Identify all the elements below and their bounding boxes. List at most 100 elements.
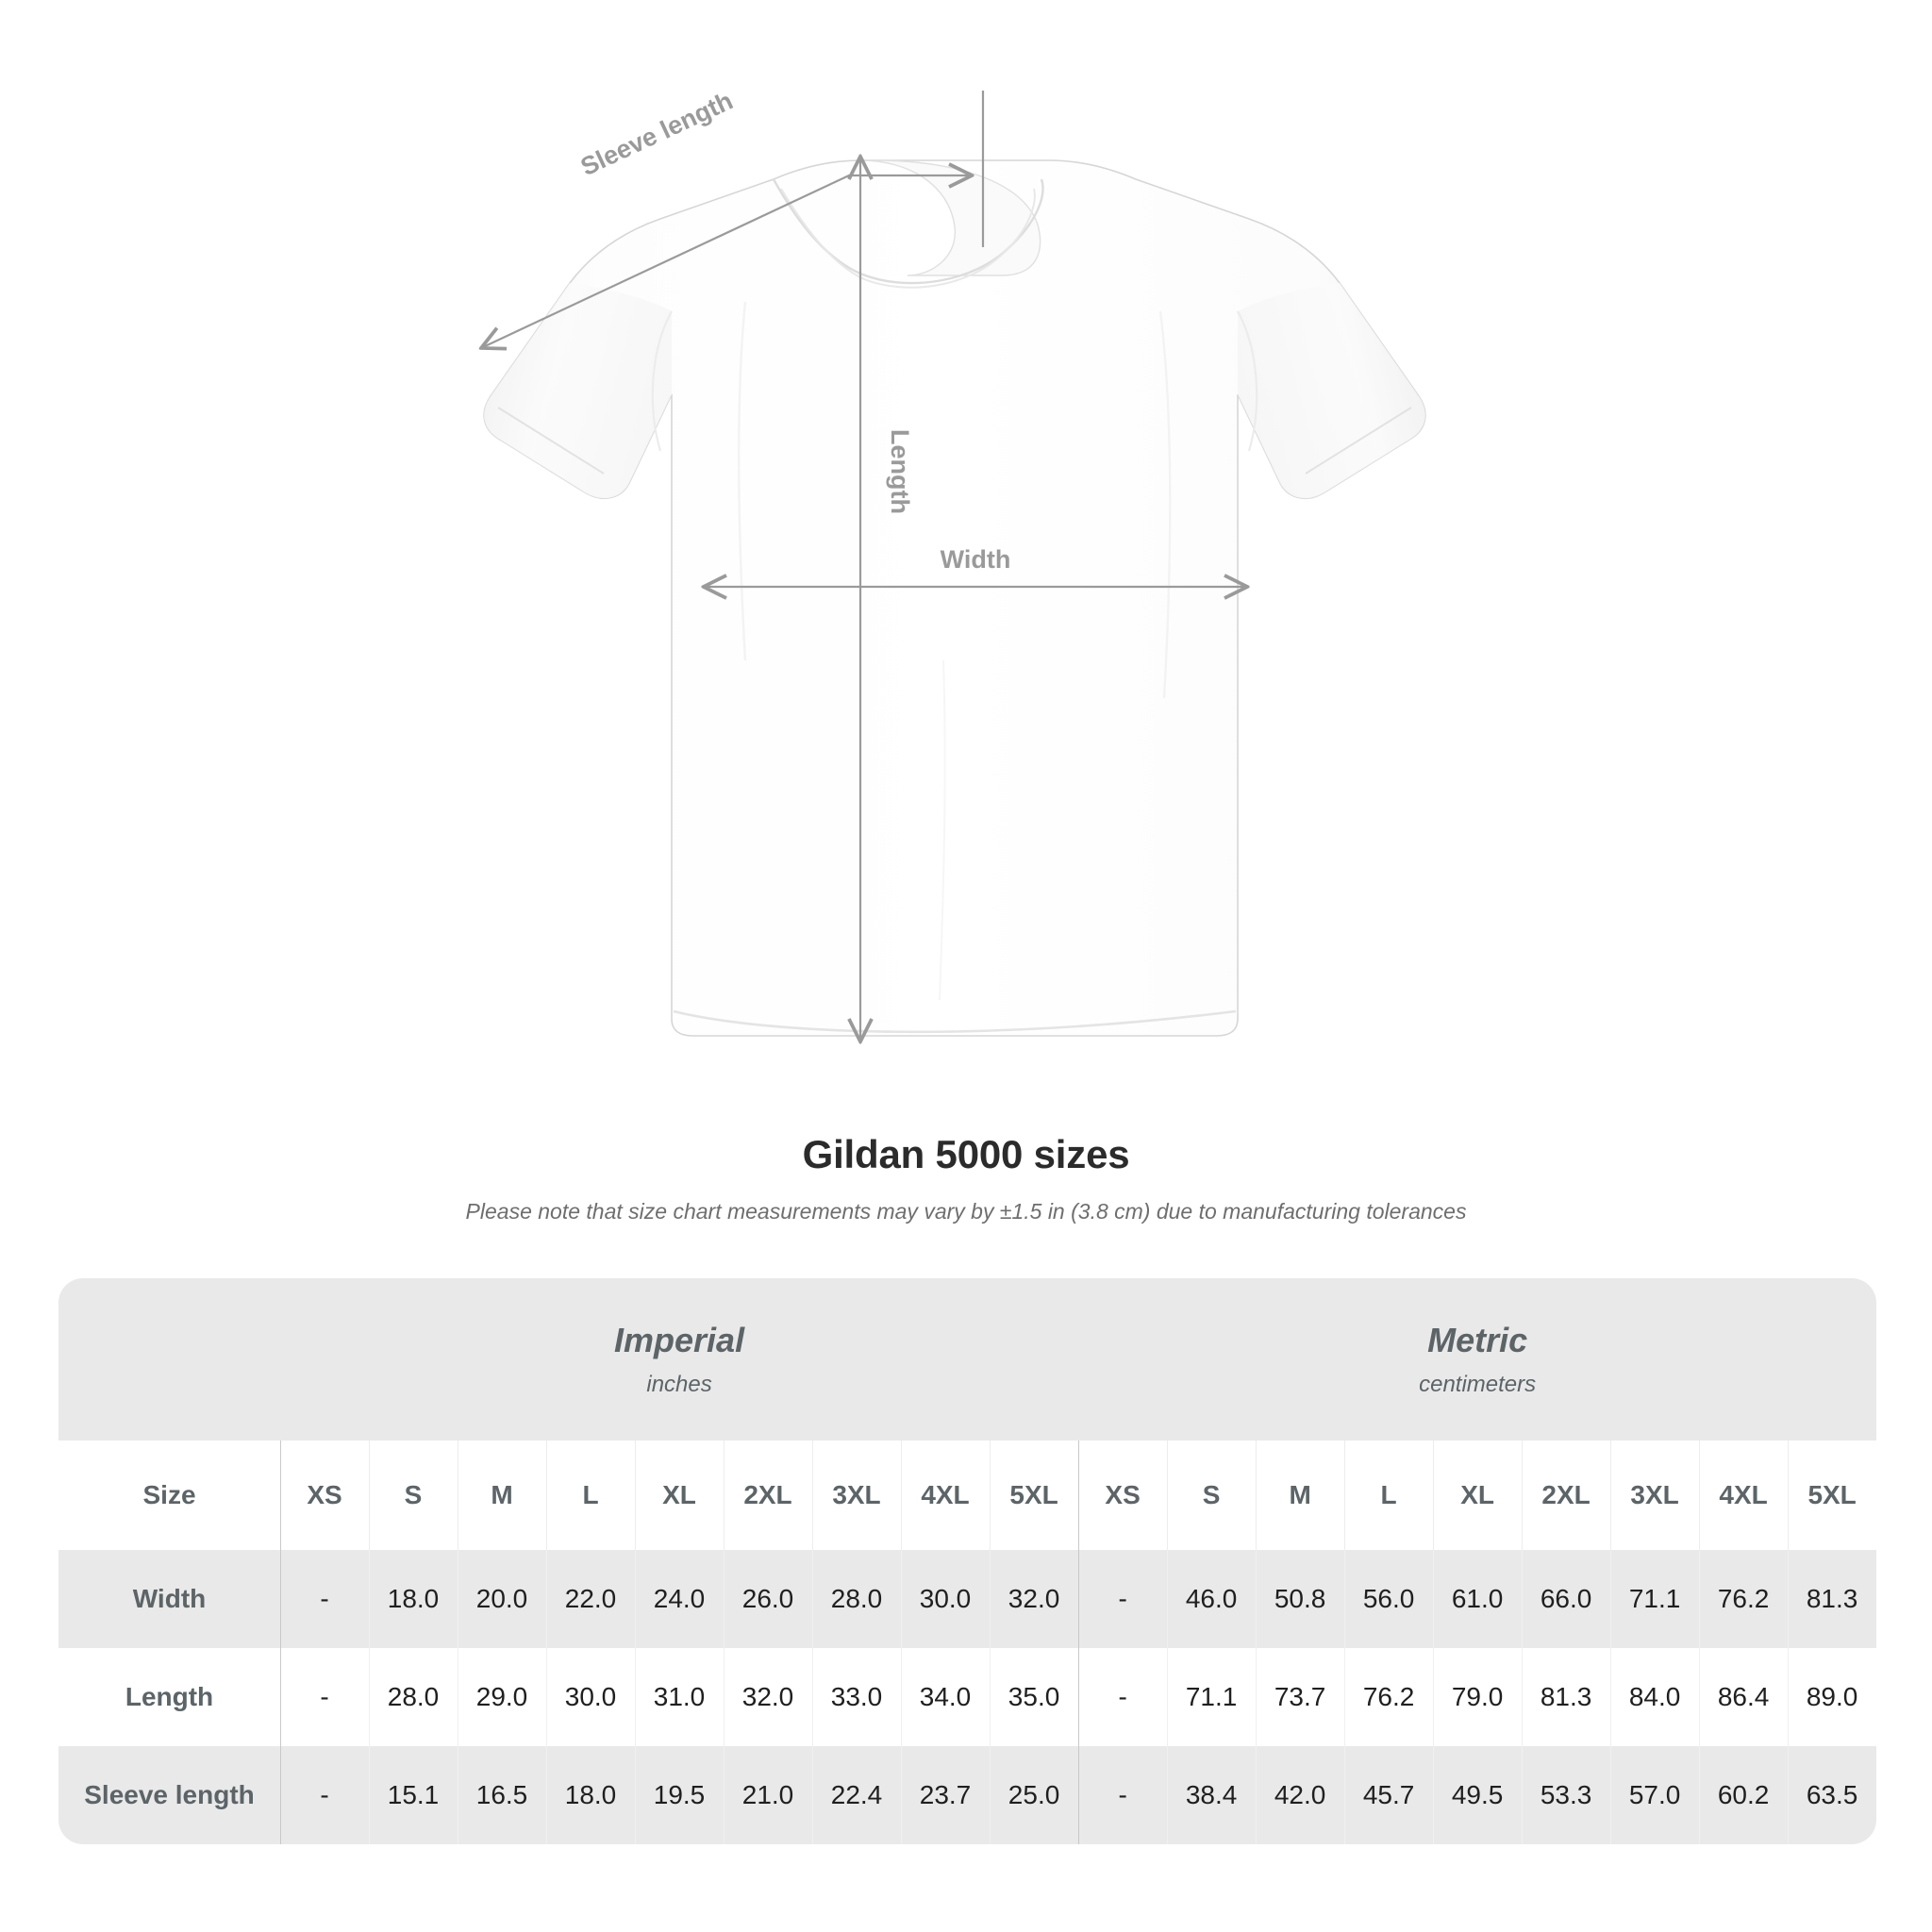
cell-width-metric-xs: - bbox=[1078, 1550, 1168, 1648]
cell-width-imperial-s: 18.0 bbox=[369, 1550, 458, 1648]
page-title: Gildan 5000 sizes bbox=[802, 1132, 1130, 1176]
size-header-imperial-s: S bbox=[369, 1441, 458, 1550]
cell-length-metric-xs: - bbox=[1078, 1648, 1168, 1746]
cell-sleeve-metric-s: 38.4 bbox=[1167, 1746, 1257, 1844]
row-label: Sleeve length bbox=[84, 1780, 255, 1809]
size-header-metric-l: L bbox=[1344, 1441, 1434, 1550]
size-header-metric-xl: XL bbox=[1433, 1441, 1523, 1550]
row-label: Width bbox=[132, 1584, 207, 1613]
size-header-metric-s: S bbox=[1167, 1441, 1257, 1550]
size-header-metric-4xl: 4XL bbox=[1699, 1441, 1789, 1550]
tshirt-diagram: Sleeve length Length Width bbox=[0, 86, 1426, 1113]
unit-group-metric: Metric centimeters bbox=[1078, 1278, 1877, 1441]
cell-width-imperial-4xl: 30.0 bbox=[901, 1550, 990, 1648]
length-label: Length bbox=[886, 429, 914, 514]
tshirt-left-sleeve-hem bbox=[497, 407, 605, 475]
size-header-imperial-l: L bbox=[546, 1441, 635, 1550]
row-label-cell-sleeve-length: Sleeve length bbox=[58, 1746, 280, 1844]
size-header-label: Size bbox=[142, 1480, 196, 1509]
tshirt-bottom-hem bbox=[673, 1009, 1237, 1034]
cell-width-metric-4xl: 76.2 bbox=[1699, 1550, 1789, 1648]
size-header-imperial-m: M bbox=[458, 1441, 546, 1550]
cell-length-metric-xl: 79.0 bbox=[1433, 1648, 1523, 1746]
cell-width-imperial-xs: - bbox=[280, 1550, 369, 1648]
size-header-imperial-3xl: 3XL bbox=[812, 1441, 901, 1550]
cell-width-metric-s: 46.0 bbox=[1167, 1550, 1257, 1648]
cell-length-metric-s: 71.1 bbox=[1167, 1648, 1257, 1746]
width-label: Width bbox=[941, 545, 1011, 574]
tshirt-right-armhole bbox=[1237, 310, 1258, 452]
cell-sleeve-metric-2xl: 53.3 bbox=[1522, 1746, 1611, 1844]
row-label: Length bbox=[125, 1682, 214, 1711]
tshirt-fold-2 bbox=[1158, 310, 1172, 699]
tshirt-left-sleeve bbox=[484, 283, 672, 499]
cell-width-metric-l: 56.0 bbox=[1344, 1550, 1434, 1648]
measurement-annotations bbox=[483, 91, 1245, 1040]
unit-spacer-cell bbox=[58, 1278, 280, 1441]
size-header-imperial-5xl: 5XL bbox=[990, 1441, 1079, 1550]
cell-length-imperial-4xl: 34.0 bbox=[901, 1648, 990, 1746]
cell-width-imperial-xl: 24.0 bbox=[635, 1550, 724, 1648]
cell-length-metric-m: 73.7 bbox=[1256, 1648, 1345, 1746]
tshirt-right-sleeve-hem bbox=[1305, 407, 1412, 475]
cell-width-imperial-2xl: 26.0 bbox=[724, 1550, 812, 1648]
cell-length-imperial-xl: 31.0 bbox=[635, 1648, 724, 1746]
cell-width-metric-m: 50.8 bbox=[1256, 1550, 1345, 1648]
cell-length-imperial-5xl: 35.0 bbox=[990, 1648, 1079, 1746]
cell-length-imperial-l: 30.0 bbox=[546, 1648, 635, 1746]
cell-sleeve-metric-5xl: 63.5 bbox=[1788, 1746, 1877, 1844]
title-block: Gildan 5000 sizes Please note that size … bbox=[0, 1132, 1932, 1226]
cell-sleeve-imperial-m: 16.5 bbox=[458, 1746, 546, 1844]
table-row: Width - 18.0 20.0 22.0 24.0 26.0 28.0 30… bbox=[58, 1550, 1877, 1648]
cell-sleeve-metric-xl: 49.5 bbox=[1433, 1746, 1523, 1844]
cell-length-imperial-s: 28.0 bbox=[369, 1648, 458, 1746]
size-header-imperial-xs: XS bbox=[280, 1441, 369, 1550]
cell-sleeve-metric-3xl: 57.0 bbox=[1610, 1746, 1700, 1844]
cell-width-imperial-m: 20.0 bbox=[458, 1550, 546, 1648]
cell-width-imperial-5xl: 32.0 bbox=[990, 1550, 1079, 1648]
unit-group-imperial-name: Imperial bbox=[614, 1321, 745, 1359]
cell-length-imperial-xs: - bbox=[280, 1648, 369, 1746]
unit-group-metric-name: Metric bbox=[1427, 1321, 1528, 1359]
cell-sleeve-imperial-xs: - bbox=[280, 1746, 369, 1844]
cell-width-metric-3xl: 71.1 bbox=[1610, 1550, 1700, 1648]
sleeve-length-label: Sleeve length bbox=[576, 86, 737, 181]
cell-length-imperial-m: 29.0 bbox=[458, 1648, 546, 1746]
cell-width-imperial-l: 22.0 bbox=[546, 1550, 635, 1648]
cell-length-imperial-3xl: 33.0 bbox=[812, 1648, 901, 1746]
cell-sleeve-imperial-4xl: 23.7 bbox=[901, 1746, 990, 1844]
cell-length-metric-3xl: 84.0 bbox=[1610, 1648, 1700, 1746]
unit-group-imperial-sub: inches bbox=[646, 1371, 712, 1397]
cell-sleeve-imperial-l: 18.0 bbox=[546, 1746, 635, 1844]
size-header-label-cell: Size bbox=[58, 1441, 280, 1550]
cell-sleeve-metric-4xl: 60.2 bbox=[1699, 1746, 1789, 1844]
tshirt-fold-3 bbox=[939, 659, 946, 1001]
cell-width-imperial-3xl: 28.0 bbox=[812, 1550, 901, 1648]
cell-sleeve-metric-xs: - bbox=[1078, 1746, 1168, 1844]
size-header-imperial-2xl: 2XL bbox=[724, 1441, 812, 1550]
cell-sleeve-imperial-3xl: 22.4 bbox=[812, 1746, 901, 1844]
tolerance-note: Please note that size chart measurements… bbox=[465, 1199, 1467, 1224]
cell-width-metric-xl: 61.0 bbox=[1433, 1550, 1523, 1648]
size-header-metric-5xl: 5XL bbox=[1788, 1441, 1877, 1550]
cell-width-metric-5xl: 81.3 bbox=[1788, 1550, 1877, 1648]
cell-sleeve-imperial-s: 15.1 bbox=[369, 1746, 458, 1844]
cell-sleeve-imperial-2xl: 21.0 bbox=[724, 1746, 812, 1844]
cell-sleeve-imperial-xl: 19.5 bbox=[635, 1746, 724, 1844]
row-label-cell-length: Length bbox=[58, 1648, 280, 1746]
cell-length-metric-l: 76.2 bbox=[1344, 1648, 1434, 1746]
size-header-metric-3xl: 3XL bbox=[1610, 1441, 1700, 1550]
size-header-row: Size XS S M L XL 2XL 3XL 4XL 5XL XS S M … bbox=[58, 1441, 1877, 1550]
tshirt-right-sleeve bbox=[1238, 283, 1425, 499]
cell-sleeve-imperial-5xl: 25.0 bbox=[990, 1746, 1079, 1844]
size-header-metric-xs: XS bbox=[1078, 1441, 1168, 1550]
cell-length-imperial-2xl: 32.0 bbox=[724, 1648, 812, 1746]
tshirt-garment bbox=[483, 159, 1426, 1037]
cell-length-metric-5xl: 89.0 bbox=[1788, 1648, 1877, 1746]
size-header-metric-2xl: 2XL bbox=[1522, 1441, 1611, 1550]
cell-length-metric-2xl: 81.3 bbox=[1522, 1648, 1611, 1746]
tshirt-body-shape bbox=[483, 159, 1426, 1037]
cell-length-metric-4xl: 86.4 bbox=[1699, 1648, 1789, 1746]
cell-sleeve-metric-l: 45.7 bbox=[1344, 1746, 1434, 1844]
